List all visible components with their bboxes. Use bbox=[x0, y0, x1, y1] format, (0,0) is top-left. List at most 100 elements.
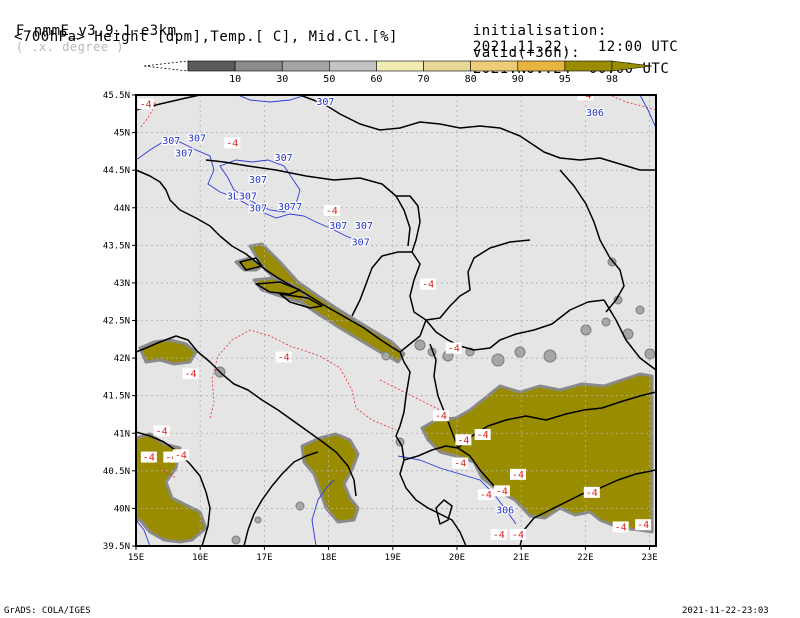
temp-label-box bbox=[612, 521, 629, 533]
height-label: 307 bbox=[275, 153, 293, 164]
colorbar-label: 60 bbox=[370, 74, 382, 85]
temp-label-box bbox=[509, 528, 526, 540]
height-label: 307 bbox=[329, 221, 347, 232]
border-albania-macedonia bbox=[429, 343, 459, 449]
temp-label: -4 bbox=[577, 90, 594, 101]
temp-label-text: -4 bbox=[454, 459, 466, 470]
x-tick-label: 23E bbox=[641, 553, 657, 563]
temp-label-text: -4 bbox=[579, 90, 591, 101]
colorbar-segment bbox=[234, 60, 283, 72]
colorbar-label: 80 bbox=[465, 74, 477, 85]
temp-label-text: -4 bbox=[278, 353, 290, 364]
x-tick-label: 19E bbox=[385, 553, 401, 563]
cloud-blob bbox=[644, 348, 656, 360]
temp-label-box bbox=[153, 425, 170, 437]
temp-label-text: -4 bbox=[226, 138, 238, 149]
y-tick-label: 42N bbox=[114, 354, 130, 364]
border-serbia-kosovo bbox=[425, 239, 531, 321]
coastline-greece-north bbox=[519, 469, 656, 546]
temp-label-text: -4 bbox=[457, 435, 469, 446]
temp-label-box bbox=[474, 429, 491, 441]
y-tick-label: 44N bbox=[114, 204, 130, 214]
height-label: 307 bbox=[316, 97, 334, 108]
temp-label: -4 bbox=[509, 468, 526, 481]
island-korcula bbox=[279, 293, 323, 309]
temp-label-box bbox=[635, 519, 652, 531]
cloud-blob bbox=[514, 346, 526, 358]
x-tick-label: 15E bbox=[128, 553, 144, 563]
x-tick-label: 21E bbox=[513, 553, 529, 563]
temp-label-box bbox=[172, 449, 189, 461]
y-tick-label: 40.5N bbox=[103, 467, 130, 477]
temp-label: -4 bbox=[490, 528, 507, 541]
height-contour bbox=[136, 519, 151, 546]
border-croatia-hungary bbox=[299, 95, 656, 171]
colorbar-label: 50 bbox=[323, 74, 335, 85]
cloud-blob bbox=[414, 339, 426, 351]
cloud-blob bbox=[607, 257, 617, 267]
temp-label-text: -4 bbox=[496, 486, 508, 497]
coastline-italy-gulf bbox=[136, 431, 211, 546]
y-tick-label: 41N bbox=[114, 429, 130, 439]
island-brac bbox=[239, 257, 263, 271]
temp-label-text: -4 bbox=[175, 450, 187, 461]
colorbar-low-arrow bbox=[143, 60, 189, 72]
temperature-contours bbox=[136, 95, 656, 479]
colorbar-label: 90 bbox=[512, 74, 524, 85]
border-bulgaria-greece bbox=[603, 299, 656, 371]
cloud-blob bbox=[295, 501, 305, 511]
height-label: 307 bbox=[162, 136, 180, 147]
temp-label-text: -4 bbox=[448, 344, 460, 355]
coastline-italy-east bbox=[136, 335, 357, 497]
y-tick-label: 45.5N bbox=[103, 91, 130, 101]
height-contour bbox=[219, 159, 301, 213]
colorbar-high-arrow bbox=[611, 60, 653, 72]
x-axis: 15E 16E 17E 18E 19E 20E 21E 22E 23E bbox=[128, 546, 658, 563]
height-label: 307 bbox=[175, 149, 193, 160]
colorbar-label: 70 bbox=[418, 74, 430, 85]
y-tick-label: 43N bbox=[114, 279, 130, 289]
model-title: F-nmmE_v3.9.1-e3km ( .x. degree ) bbox=[0, 7, 177, 55]
temp-label-text: -4 bbox=[435, 411, 447, 422]
temp-label: -4 bbox=[163, 451, 180, 464]
x-tick-label: 18E bbox=[320, 553, 336, 563]
y-tick-label: 41.5N bbox=[103, 392, 130, 402]
height-label: 3077 bbox=[278, 202, 302, 213]
colorbar-label: 95 bbox=[559, 74, 571, 85]
temp-label-text: -4 bbox=[477, 430, 489, 441]
temp-label-box bbox=[323, 205, 340, 217]
temp-contour bbox=[379, 379, 441, 411]
temp-label-text: -4 bbox=[156, 426, 168, 437]
height-label: 307 bbox=[355, 221, 373, 232]
colorbar-label: 10 bbox=[229, 74, 241, 85]
temp-label: -4 bbox=[323, 205, 340, 217]
cloud-area-gargano bbox=[138, 338, 198, 366]
height-contours bbox=[136, 95, 656, 546]
colorbar-segment bbox=[517, 60, 566, 72]
resolution-note: ( .x. degree ) bbox=[15, 40, 125, 54]
temp-label-box bbox=[452, 457, 469, 469]
height-contour bbox=[397, 455, 517, 525]
border-serbia-bulgaria bbox=[559, 169, 625, 313]
height-contour bbox=[136, 139, 357, 241]
y-tick-label: 39.5N bbox=[103, 542, 130, 552]
temp-label: -4 bbox=[474, 429, 491, 441]
temp-label-text: -4 bbox=[140, 99, 152, 110]
temp-label-box bbox=[140, 451, 157, 463]
footer-left: GrADS: COLA/IGES bbox=[4, 606, 91, 616]
temp-label-box bbox=[509, 468, 526, 480]
temp-label: -4 bbox=[432, 410, 449, 422]
cloud-blob bbox=[601, 317, 611, 327]
temp-label: -4 bbox=[452, 457, 469, 470]
colorbar-label: 30 bbox=[276, 74, 288, 85]
y-tick-label: 45N bbox=[114, 129, 130, 139]
coastline-calabria bbox=[243, 451, 319, 546]
height-label: 3L307 bbox=[227, 191, 257, 202]
temp-label-box bbox=[445, 342, 462, 354]
colorbar-segment bbox=[187, 60, 236, 72]
temp-label: -4 bbox=[140, 451, 157, 464]
temp-label: -4 bbox=[445, 342, 462, 355]
height-label: 307 bbox=[249, 204, 267, 215]
colorbar-label: 98 bbox=[606, 74, 618, 85]
temp-label: -4 bbox=[275, 351, 292, 364]
